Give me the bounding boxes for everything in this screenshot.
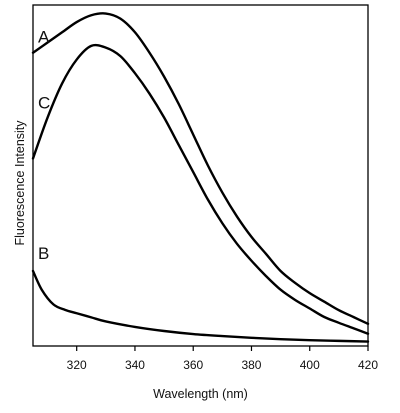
x-axis-ticks: 320 340 360 380 400 420 <box>67 346 378 372</box>
x-axis-title: Wavelength (nm) <box>153 387 248 401</box>
x-tick-label-400: 400 <box>300 358 320 372</box>
x-tick-label-380: 380 <box>241 358 261 372</box>
series-line-b <box>31 269 370 343</box>
series-lines <box>31 12 370 343</box>
curve-label-a: A <box>38 28 50 47</box>
series-line-a <box>31 12 370 326</box>
series-line-c <box>31 43 370 335</box>
curve-label-c: C <box>38 93 50 112</box>
plot-frame <box>32 4 369 347</box>
y-axis-title: Fluorescence Intensity <box>13 120 27 246</box>
x-tick-label-320: 320 <box>67 358 87 372</box>
curve-label-b: B <box>38 244 49 263</box>
curve-labels: A C B <box>38 28 50 263</box>
x-tick-label-420: 420 <box>358 358 378 372</box>
x-tick-label-340: 340 <box>125 358 145 372</box>
x-tick-label-360: 360 <box>183 358 203 372</box>
